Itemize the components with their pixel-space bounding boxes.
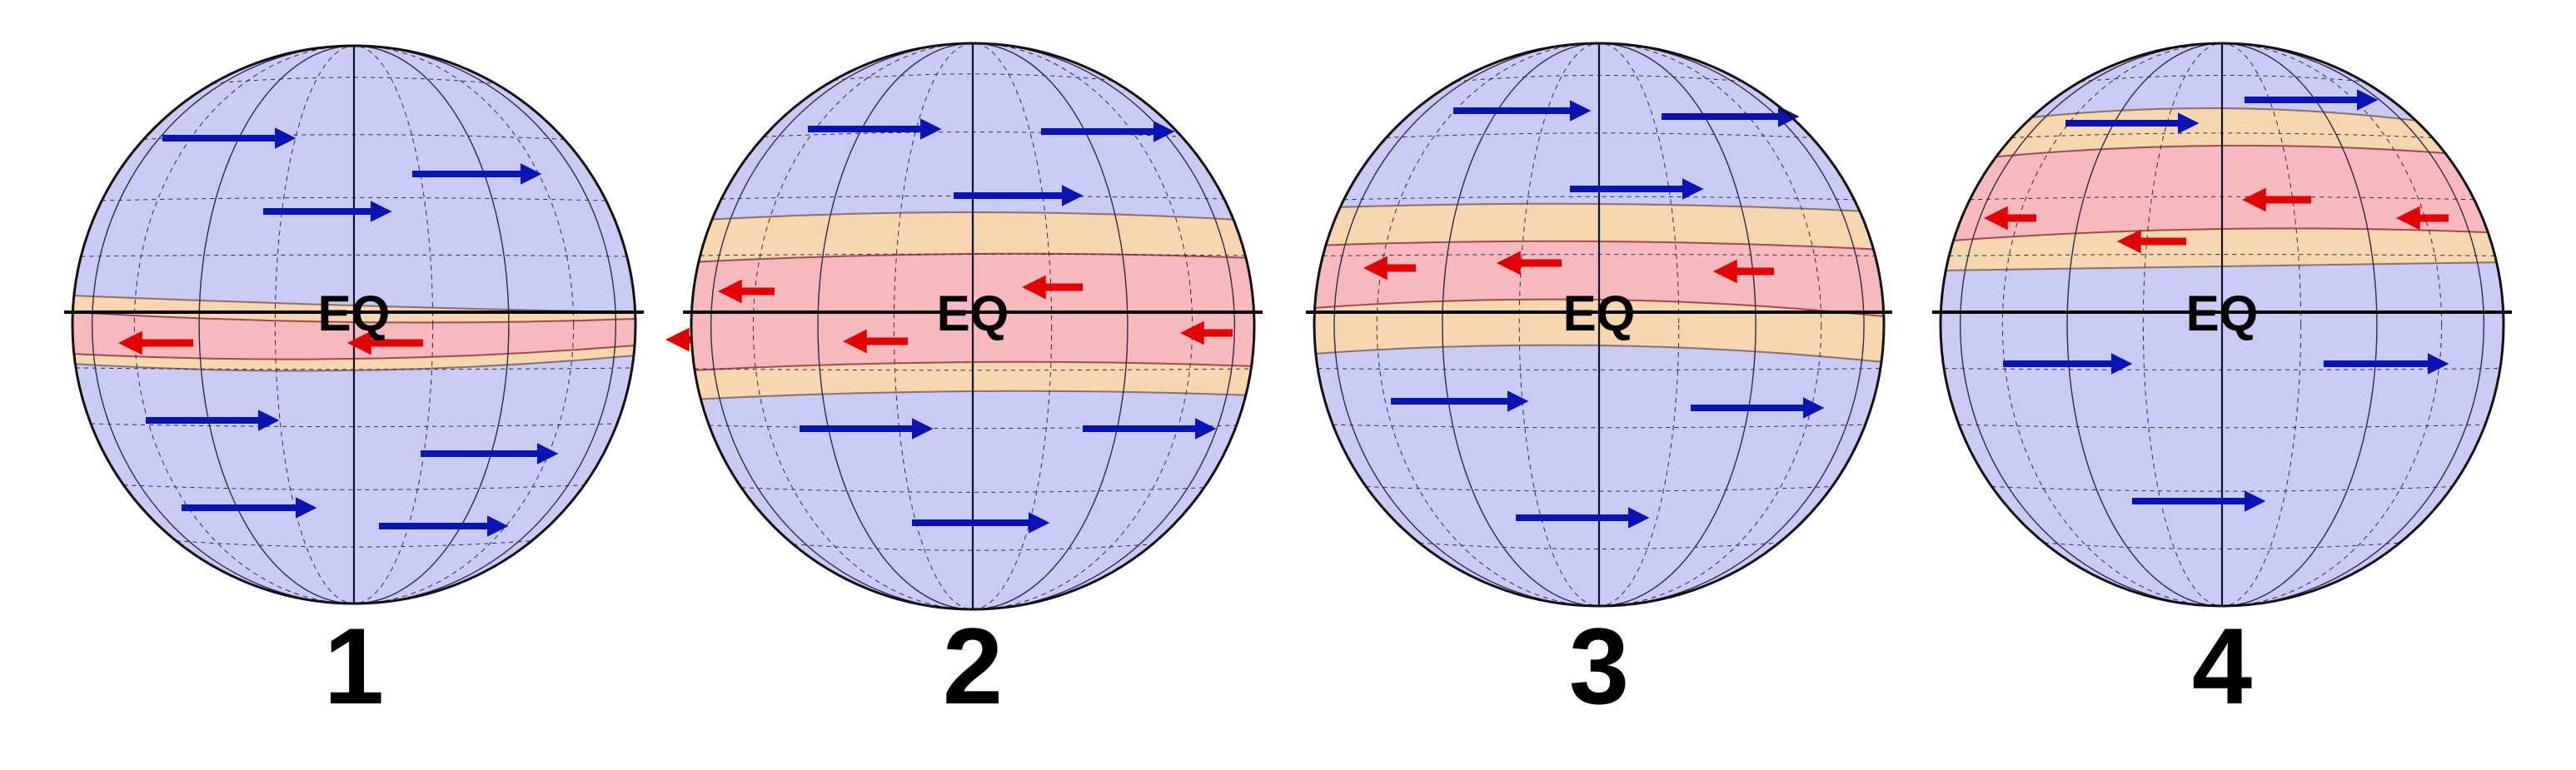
equator-label: EQ: [1563, 286, 1636, 341]
meridian-line: [817, 43, 1129, 609]
globe-number-label: 4: [2192, 605, 2252, 727]
parallel-line: [91, 423, 617, 428]
meridian-line: [1376, 43, 1822, 606]
globe-outline: [1313, 42, 1886, 608]
globe-number-label: 2: [943, 605, 1003, 727]
meridian-line: [2066, 43, 2378, 606]
equator-label: EQ: [318, 286, 391, 341]
parallel-line: [1949, 254, 2495, 256]
globe-number-label: 1: [324, 605, 384, 727]
parallel-line: [1318, 368, 1881, 370]
parallel-line: [1386, 132, 1812, 138]
globe-1: EQ 1: [64, 44, 874, 727]
parallel-line: [1333, 424, 1866, 429]
meridian-line: [2142, 43, 2302, 606]
parallel-line: [81, 254, 627, 257]
meridian-line: [198, 46, 510, 604]
meridian-line: [1518, 43, 1680, 606]
meridian-line: [1442, 43, 1756, 606]
parallel-line: [700, 253, 1246, 256]
globe-outline: [1939, 42, 2505, 608]
meridian-line: [133, 46, 575, 604]
meridian-line: [2001, 43, 2443, 606]
globe-outline: [71, 44, 637, 605]
parallel-line: [1419, 542, 1779, 550]
parallel-line: [212, 77, 496, 84]
parallel-line: [834, 73, 1112, 81]
globe-2: EQ 2: [683, 42, 1263, 727]
globe-4: EQ 4: [1932, 42, 2512, 727]
meridian-line: [91, 46, 617, 604]
globe-number-label: 3: [1569, 605, 1629, 727]
meridian-line: [1959, 43, 2485, 606]
parallel-line: [1366, 486, 1832, 492]
parallel-line: [1959, 424, 2485, 429]
meridian-line: [274, 46, 434, 604]
meridian-line: [893, 43, 1053, 609]
parallel-line: [793, 544, 1153, 551]
globe-outline: [690, 42, 1256, 611]
equator-label: EQ: [2186, 286, 2259, 341]
meridian-line: [710, 43, 1236, 609]
meridian-line: [1333, 43, 1865, 606]
globe-3: EQ 3: [1306, 42, 1892, 727]
equator-label: EQ: [937, 286, 1009, 341]
